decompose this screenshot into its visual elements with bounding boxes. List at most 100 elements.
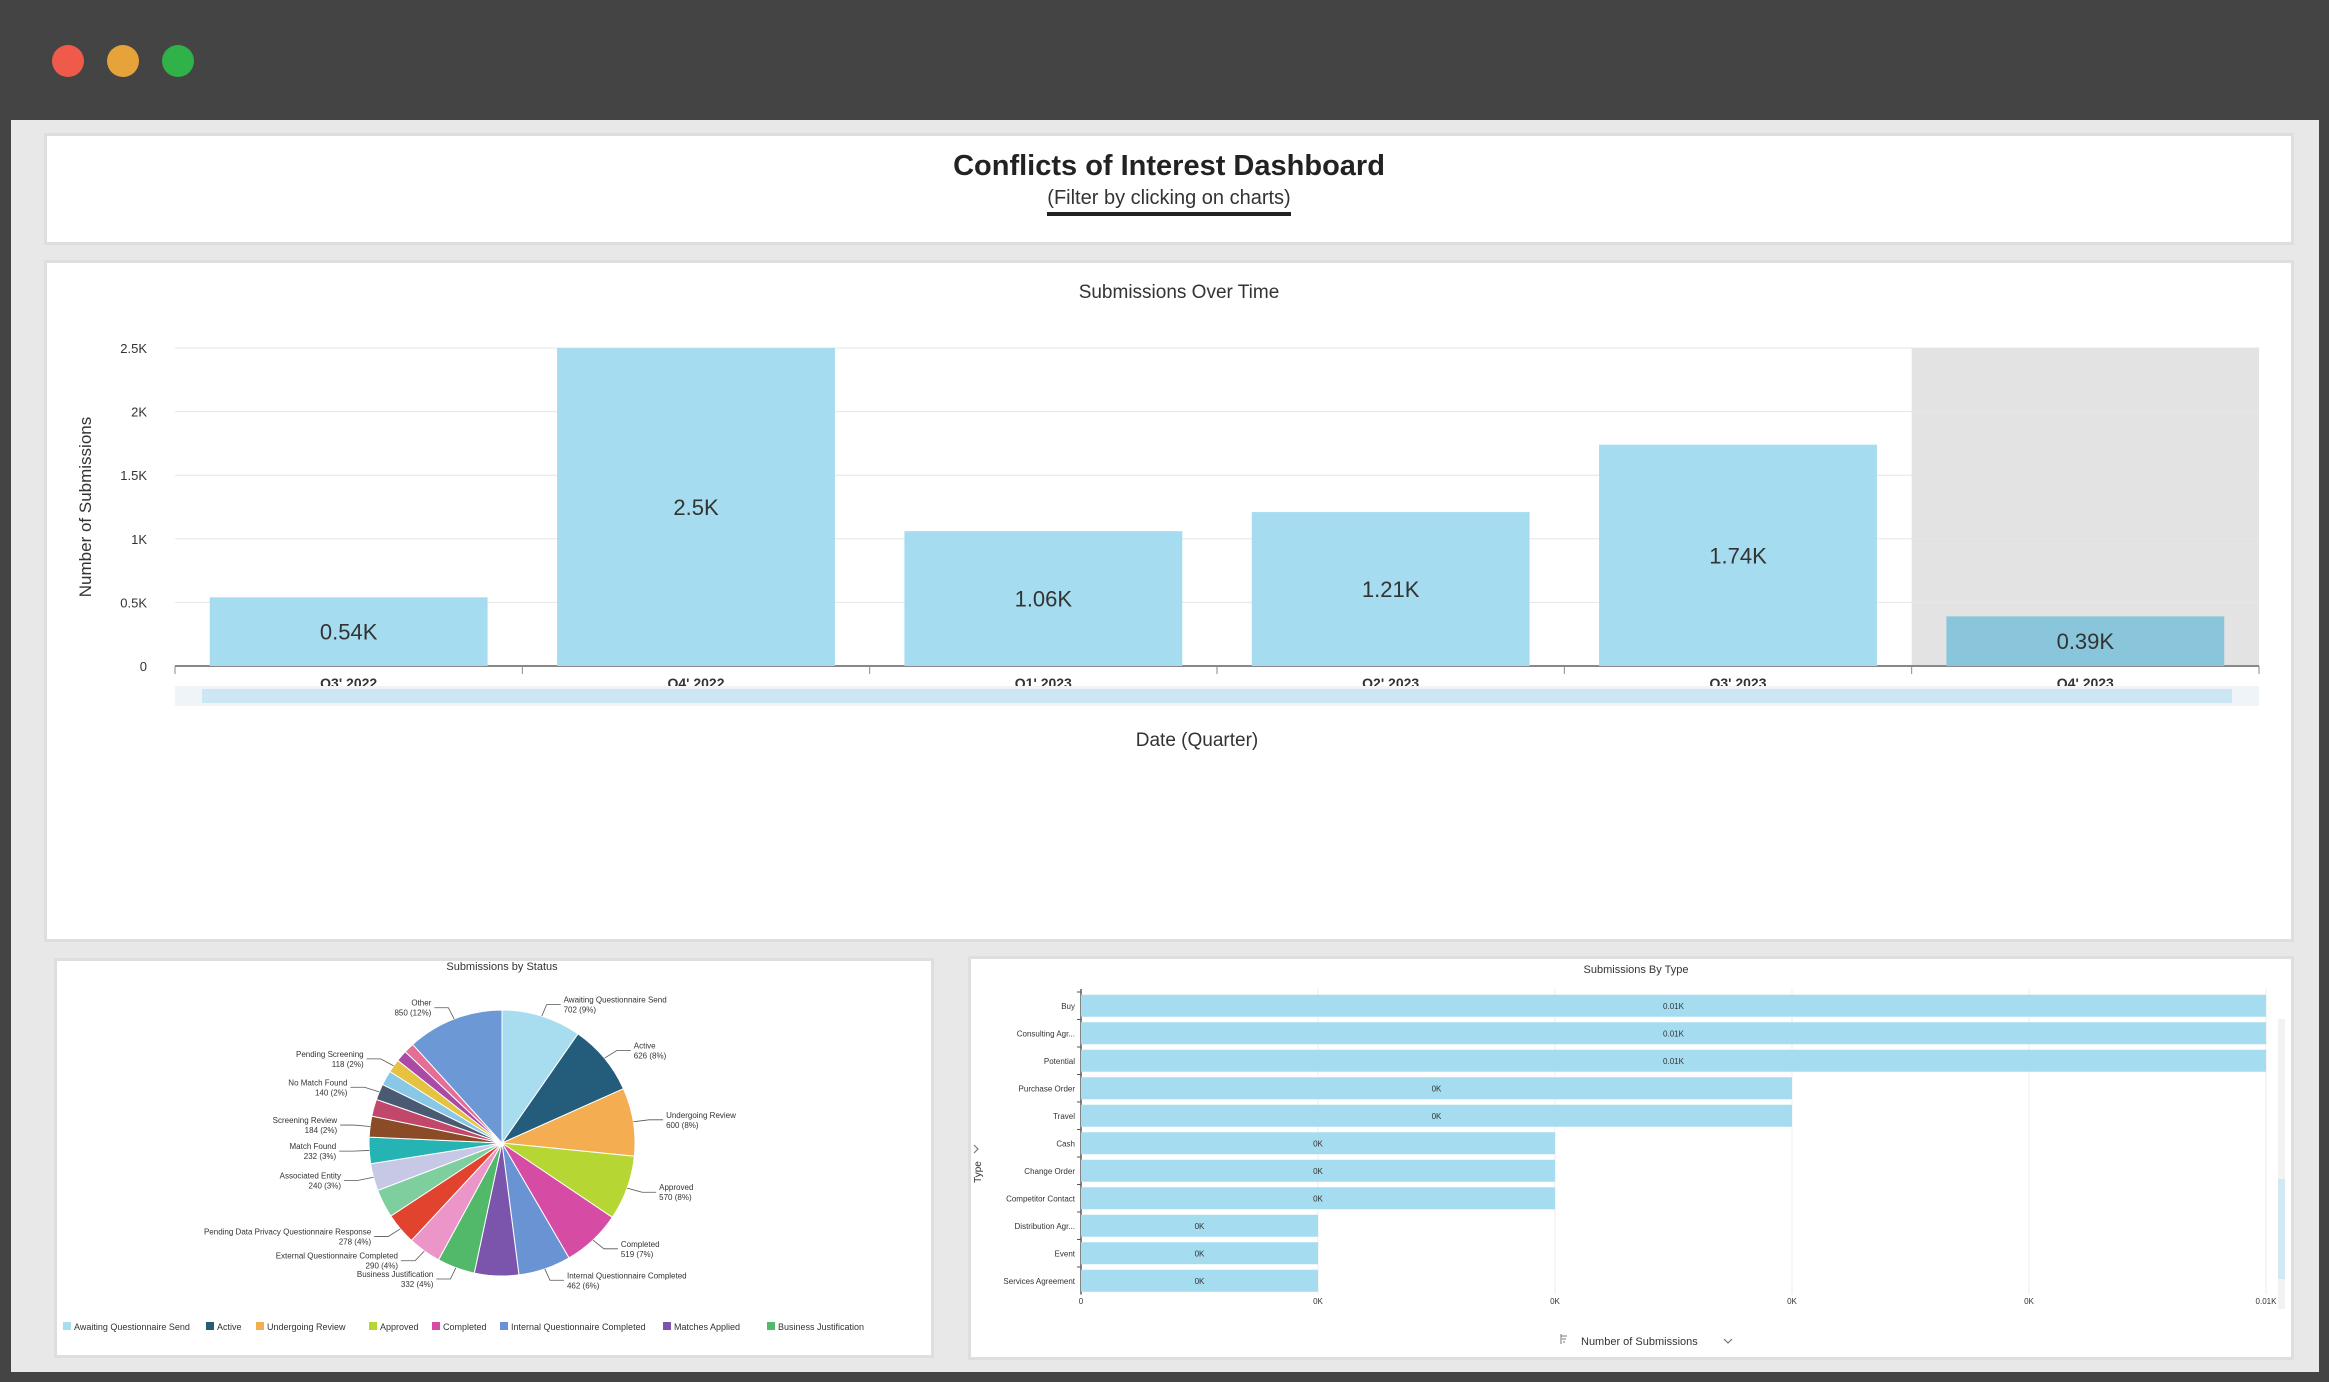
callout-value: 278 (4%) (339, 1238, 372, 1247)
legend-item[interactable]: Approved (380, 1322, 419, 1332)
callout-line (344, 1176, 374, 1181)
chart-title: Submissions Over Time (1079, 282, 1280, 303)
callout-line (436, 1267, 457, 1280)
category-label: Cash (1056, 1139, 1075, 1148)
bar-data-label: 0K (1313, 1194, 1323, 1203)
category-label: Change Order (1024, 1167, 1075, 1176)
x-tick-label: 0K (2024, 1297, 2034, 1306)
bar-consulting-agr[interactable] (1081, 1022, 2266, 1045)
bar-data-label: 0K (1432, 1084, 1442, 1093)
y-tick-label: 0 (140, 659, 147, 674)
callout-value: 332 (4%) (401, 1280, 434, 1289)
callout-label: Active (634, 1042, 656, 1051)
maximize-window-button[interactable] (162, 45, 194, 77)
bar-q2-2023[interactable] (1251, 512, 1530, 666)
submissions-by-status-chart[interactable]: Submissions by Status Awaiting Questionna… (57, 961, 931, 1355)
bar-buy[interactable] (1081, 994, 2266, 1017)
submissions-over-time-chart[interactable]: Submissions Over Time 0 0.5K 1K 1.5K 2K 2.5K 0.… (47, 263, 2291, 939)
callout-label: Undergoing Review (666, 1111, 736, 1120)
bar-q1-2023[interactable] (904, 531, 1183, 666)
bar-data-label: 0.54K (320, 620, 378, 645)
scroll-range-handle[interactable] (202, 689, 2232, 703)
callout-line (401, 1250, 425, 1262)
bar-data-label: 0K (1195, 1222, 1205, 1231)
category-label: Consulting Agr... (1017, 1029, 1075, 1038)
callout-line (366, 1058, 394, 1067)
bar-data-label: 0.01K (1663, 1057, 1685, 1066)
category-label: Services Agreement (1003, 1277, 1075, 1286)
bar-data-label: 0K (1313, 1139, 1323, 1148)
legend-item[interactable]: Awaiting Questionnaire Send (74, 1322, 190, 1332)
bar-q4-2022[interactable] (557, 348, 835, 666)
bar-data-label: 0.01K (1663, 1029, 1685, 1038)
x-tick-label: 0 (1079, 1297, 1084, 1306)
callout-label: Match Found (290, 1142, 337, 1151)
bar-q4-2023[interactable] (1946, 616, 2225, 666)
bar-data-label: 0K (1195, 1277, 1205, 1286)
bar-data-label: 2.5K (673, 495, 719, 520)
legend-item[interactable]: Internal Questionnaire Completed (511, 1322, 646, 1332)
callout-line (541, 1004, 561, 1017)
bar-cash[interactable] (1081, 1132, 1555, 1155)
bar-data-label: 1.74K (1709, 543, 1767, 568)
callout-value: 850 (12%) (394, 1009, 431, 1018)
legend-swatch (500, 1322, 508, 1330)
submissions-by-type-panel[interactable]: Submissions By Type 0 0K 0K 0K 0K 0.01K 0.01K Bu… (968, 956, 2294, 1360)
bar-q3-2022[interactable] (209, 597, 488, 666)
callout-label: No Match Found (288, 1078, 347, 1087)
selected-category-band (1911, 348, 2259, 666)
minimize-window-button[interactable] (107, 45, 139, 77)
submissions-by-type-chart[interactable]: Submissions By Type 0 0K 0K 0K 0K 0.01K 0.01K Bu… (971, 959, 2291, 1357)
chevron-right-icon[interactable] (973, 1144, 979, 1154)
y-axis-title: Type (973, 1161, 984, 1183)
bar-data-label: 1.21K (1362, 577, 1420, 602)
legend-item[interactable]: Completed (443, 1322, 487, 1332)
legend-item[interactable]: Undergoing Review (267, 1322, 346, 1332)
legend-swatch (369, 1322, 377, 1330)
scroll-track[interactable] (2278, 1019, 2285, 1309)
bar-services-agreement[interactable] (1081, 1269, 1318, 1292)
callout-value: 702 (9%) (564, 1006, 597, 1015)
callout-value: 462 (6%) (567, 1281, 600, 1290)
bar-q3-2023[interactable] (1599, 444, 1877, 666)
callout-line (434, 1007, 455, 1020)
callout-label: Approved (659, 1183, 693, 1192)
close-window-button[interactable] (52, 45, 84, 77)
callout-line (633, 1119, 664, 1123)
chevron-down-icon[interactable] (1723, 1338, 1733, 1344)
legend-item[interactable]: Active (217, 1322, 242, 1332)
bar-event[interactable] (1081, 1242, 1318, 1265)
window-titlebar (0, 0, 2329, 120)
y-tick-label: 0.5K (120, 595, 147, 610)
bar-data-label: 0.39K (2057, 629, 2115, 654)
callout-value: 570 (8%) (659, 1193, 692, 1202)
category-label: Potential (1044, 1057, 1075, 1066)
legend-swatch (256, 1322, 264, 1330)
bar-data-label: 0.01K (1663, 1002, 1685, 1011)
x-axis-title: Date (Quarter) (1136, 730, 1258, 751)
bar-distribution-agr[interactable] (1081, 1214, 1318, 1237)
x-axis-title: Number of Submissions (1581, 1336, 1698, 1348)
category-label: Purchase Order (1019, 1084, 1076, 1093)
bar-travel[interactable] (1081, 1104, 1792, 1127)
x-tick-label: 0K (1787, 1297, 1797, 1306)
pie-slice-other[interactable] (411, 1009, 503, 1145)
pie-slice-awaiting-questionnaire-send[interactable] (501, 1009, 579, 1145)
y-tick-label: 2K (131, 405, 147, 420)
x-tick-label: 0.01K (2256, 1297, 2278, 1306)
bar-change-order[interactable] (1081, 1159, 1555, 1182)
bar-data-label: 0K (1313, 1167, 1323, 1176)
legend-item[interactable]: Matches Applied (674, 1322, 740, 1332)
submissions-by-status-panel[interactable]: Submissions by Status Awaiting Questionna… (54, 958, 934, 1358)
bar-potential[interactable] (1081, 1049, 2266, 1072)
sort-icon[interactable] (1560, 1334, 1567, 1344)
legend-item[interactable]: Business Justification (778, 1322, 864, 1332)
category-label: Distribution Agr... (1015, 1222, 1075, 1231)
callout-line (592, 1239, 618, 1250)
bar-purchase-order[interactable] (1081, 1077, 1792, 1100)
callout-label: Pending Data Privacy Questionnaire Respo… (204, 1228, 372, 1237)
submissions-over-time-panel[interactable]: Submissions Over Time 0 0.5K 1K 1.5K 2K 2.5K 0.… (44, 260, 2294, 942)
chart-title: Submissions By Type (1584, 964, 1689, 976)
bar-competitor-contact[interactable] (1081, 1187, 1555, 1210)
scrollbar-thumb[interactable] (2278, 1179, 2285, 1279)
